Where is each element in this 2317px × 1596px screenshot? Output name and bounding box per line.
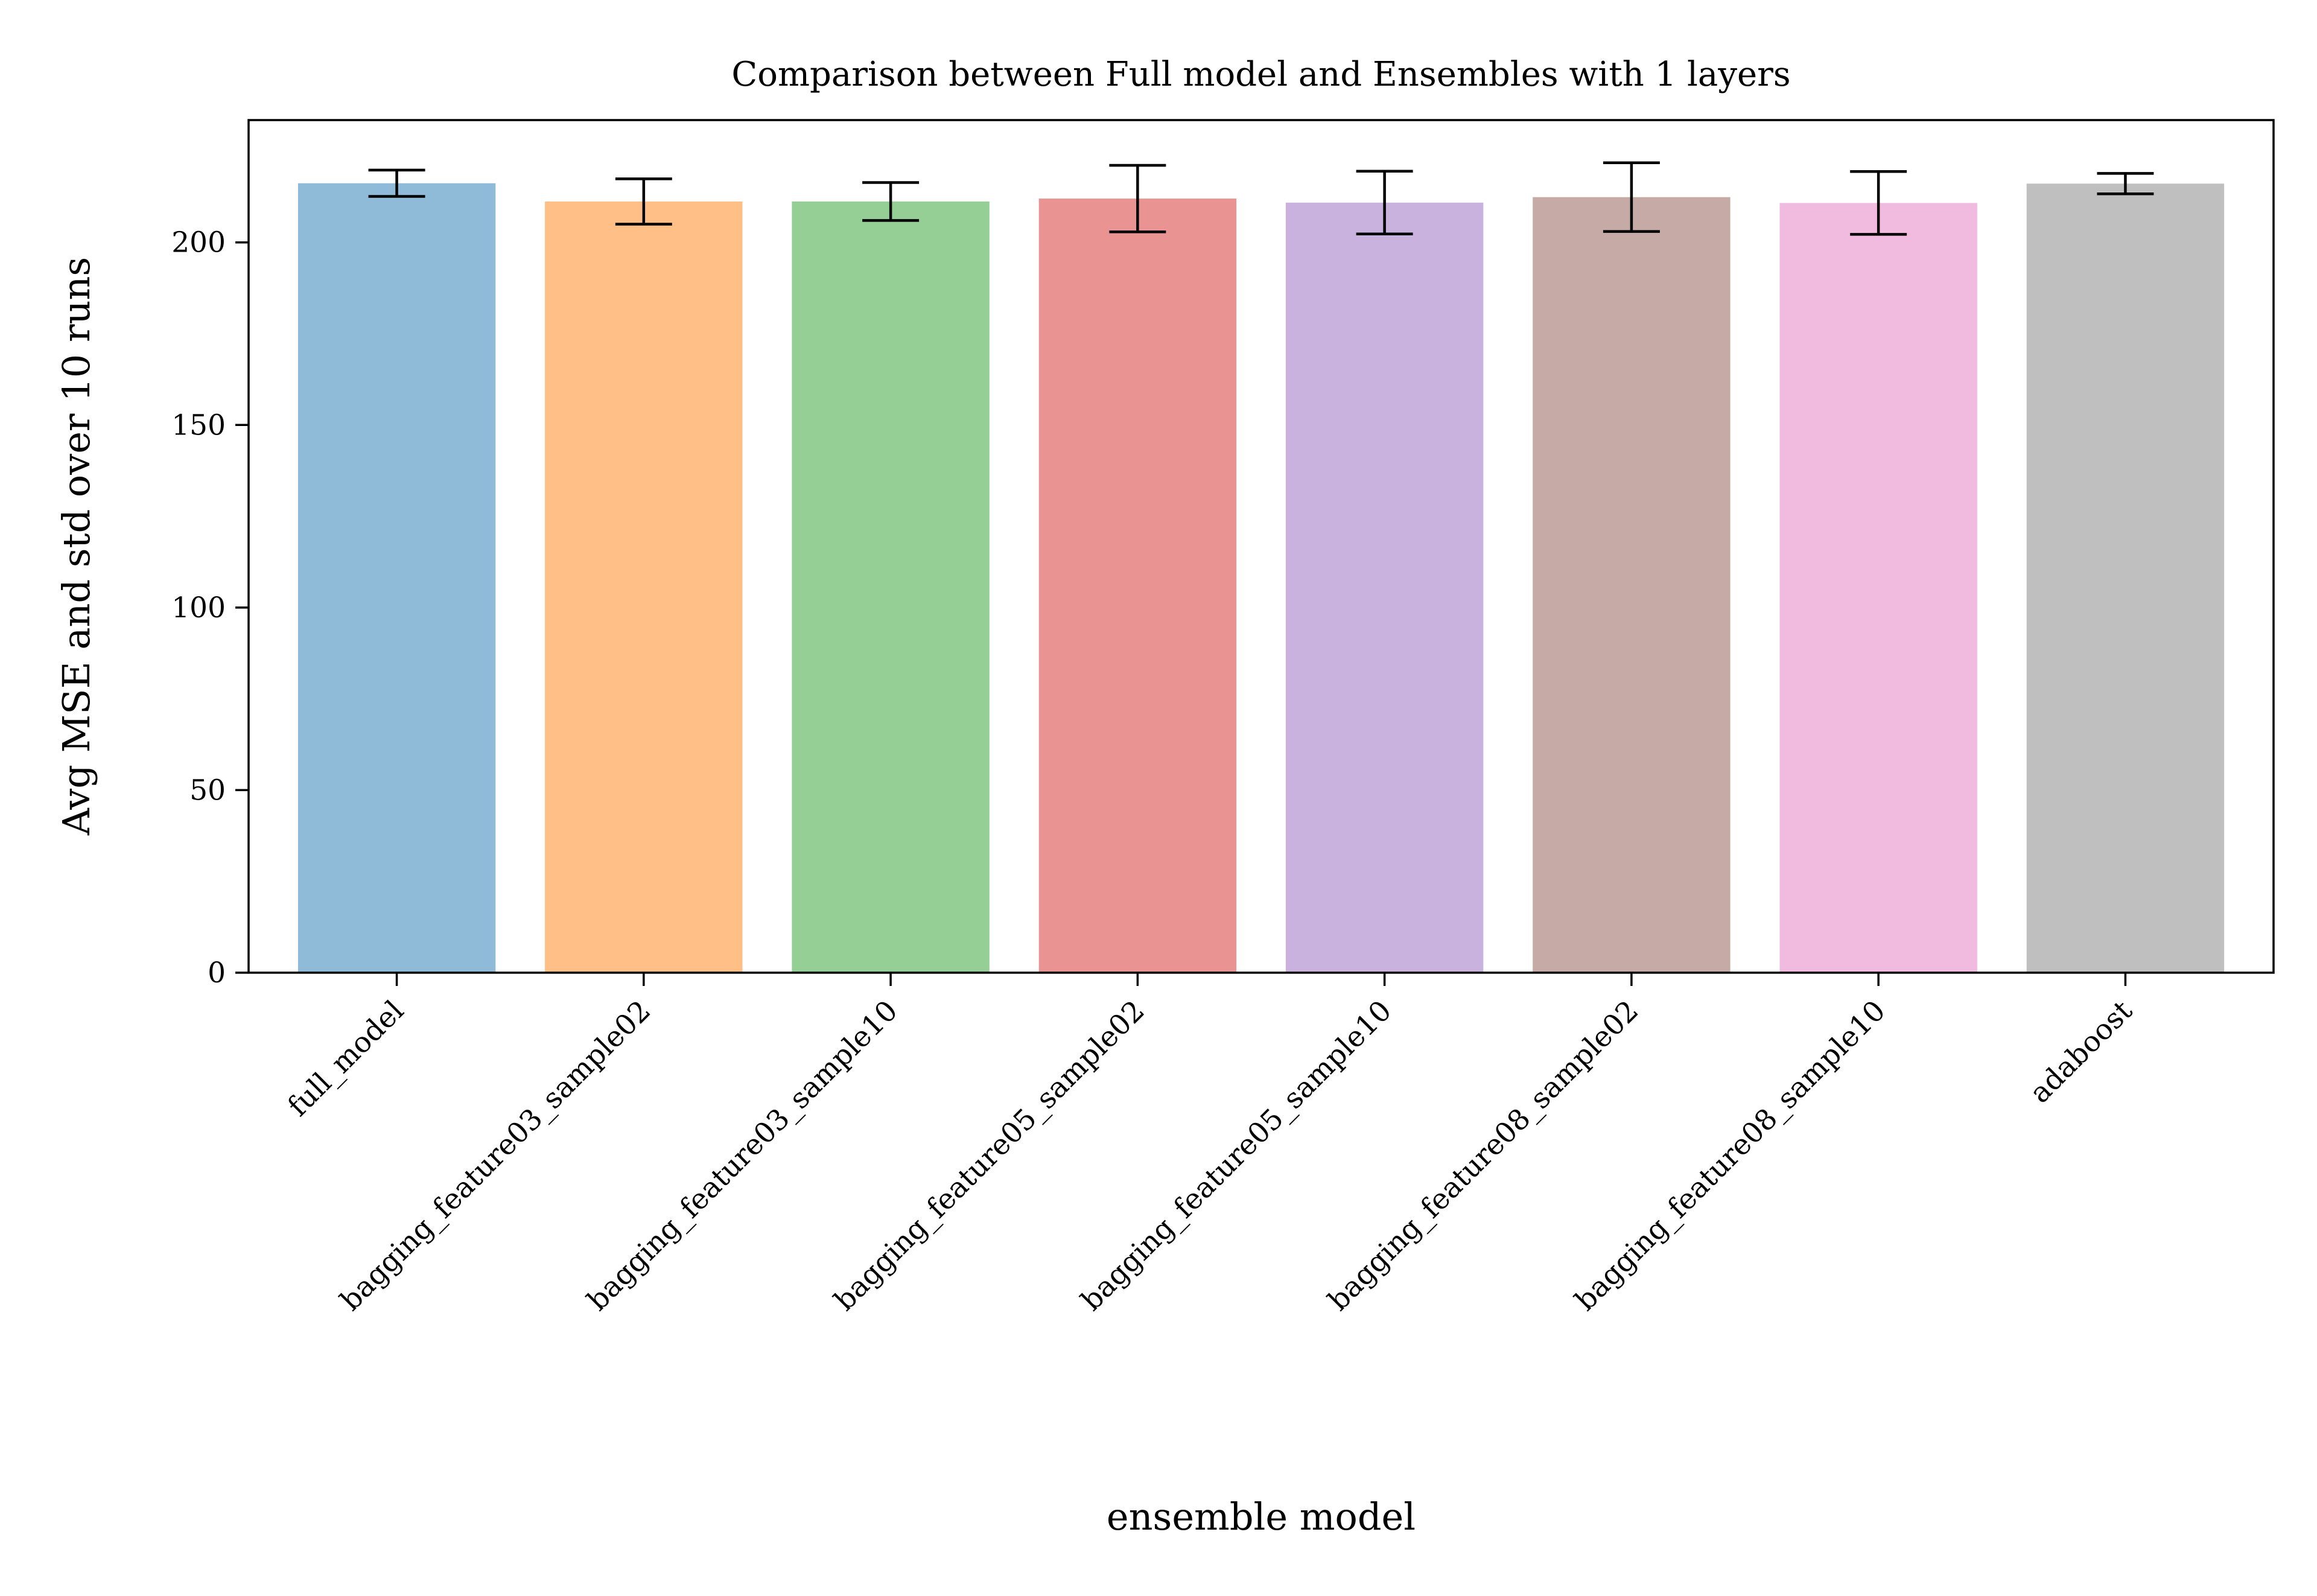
bar-adaboost xyxy=(2026,183,2225,973)
bar-bagging_feature08_sample02 xyxy=(1533,197,1731,973)
y-axis: 0 50 100 150 200 xyxy=(171,226,249,990)
bar-bagging_feature08_sample10 xyxy=(1779,203,1977,973)
y-tick-label-0: 0 xyxy=(208,956,226,990)
y-tick-label-50: 50 xyxy=(189,774,226,807)
x-axis-label: ensemble model xyxy=(1107,1495,1416,1539)
bar-bagging_feature05_sample02 xyxy=(1038,199,1237,973)
bar-bagging_feature03_sample02 xyxy=(545,201,743,973)
y-axis-label: Avg MSE and std over 10 runs xyxy=(54,257,98,836)
bar-bagging_feature05_sample10 xyxy=(1285,202,1484,973)
y-tick-label-100: 100 xyxy=(171,591,226,625)
bars-layer xyxy=(297,183,2225,973)
bar-bagging_feature03_sample10 xyxy=(792,201,990,973)
chart-title: Comparison between Full model and Ensemb… xyxy=(731,55,1790,94)
y-tick-label-150: 150 xyxy=(171,409,226,442)
bar-full_model xyxy=(297,183,496,973)
y-tick-label-200: 200 xyxy=(171,226,226,259)
plot-frame xyxy=(247,119,2275,974)
error-bars-layer xyxy=(368,161,2154,236)
